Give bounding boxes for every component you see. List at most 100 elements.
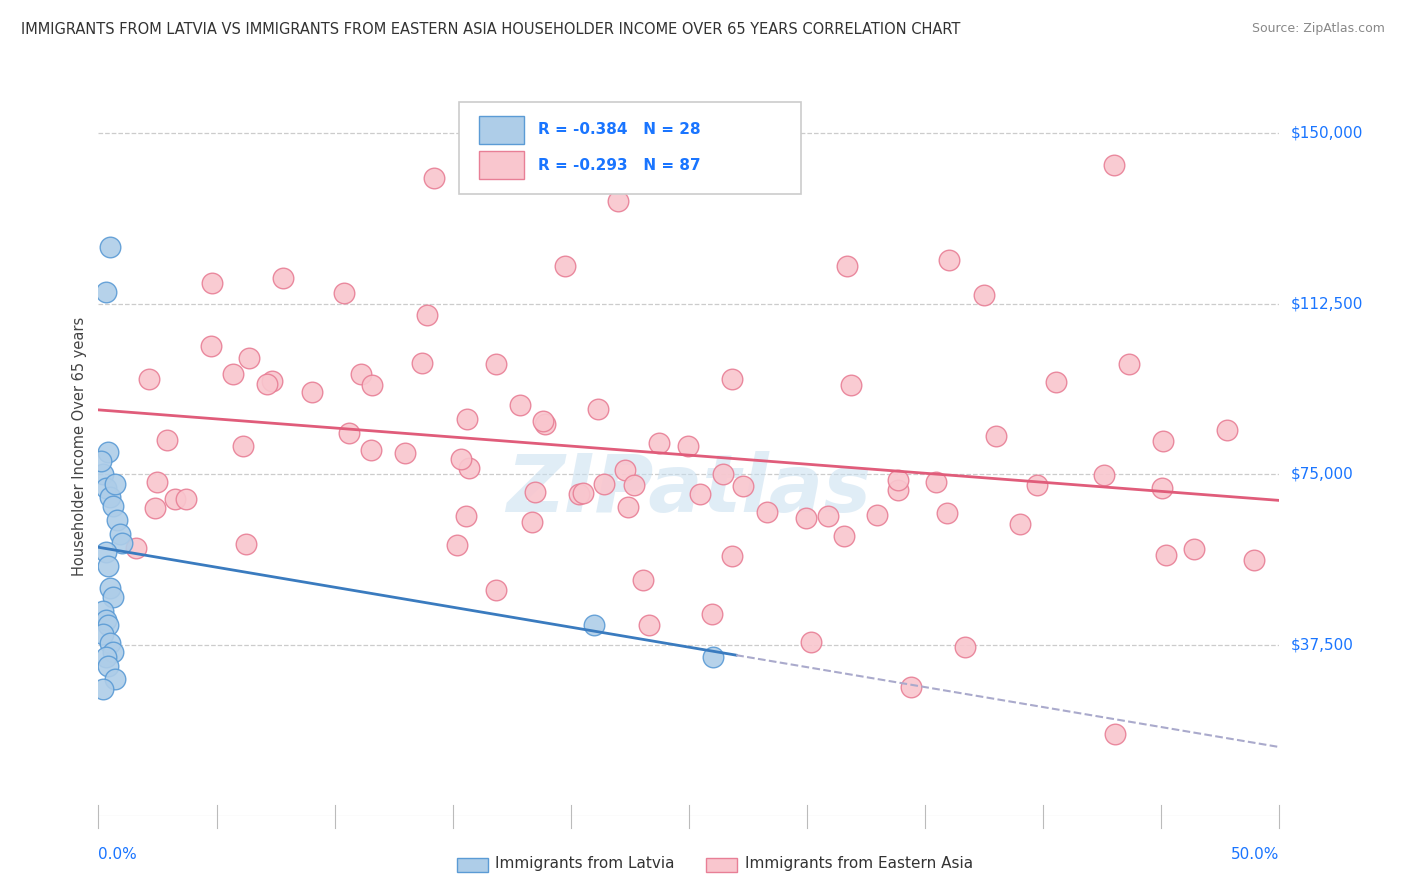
Point [721, 372, 744, 386]
Point [938, 253, 960, 268]
Point [568, 486, 591, 500]
Bar [478, 152, 523, 179]
Point [394, 445, 416, 459]
Point [98, 240, 121, 254]
Point [111, 536, 134, 550]
Point [143, 501, 166, 516]
Point [886, 483, 908, 497]
Point [986, 429, 1008, 443]
Point [416, 308, 439, 322]
Point [1104, 727, 1126, 741]
Point [731, 479, 754, 493]
Point [411, 356, 433, 370]
Point [689, 487, 711, 501]
Point [222, 368, 245, 382]
Point [104, 673, 127, 687]
Point [1026, 478, 1049, 492]
Point [332, 285, 354, 300]
Point [638, 618, 661, 632]
Point [524, 484, 547, 499]
Text: Immigrants from Eastern Asia: Immigrants from Eastern Asia [745, 856, 973, 871]
Point [794, 510, 817, 524]
Text: Immigrants from Latvia: Immigrants from Latvia [495, 856, 675, 871]
Point [520, 515, 543, 529]
Point [232, 439, 254, 453]
Point [678, 439, 700, 453]
Point [1118, 358, 1140, 372]
Point [1008, 516, 1031, 531]
Text: 0.0%: 0.0% [98, 847, 138, 862]
Point [586, 402, 609, 417]
Point [832, 529, 855, 543]
Text: 50.0%: 50.0% [1232, 847, 1279, 862]
Point [835, 259, 858, 273]
Point [156, 434, 179, 448]
Text: $37,500: $37,500 [1291, 638, 1354, 653]
Point [866, 508, 889, 522]
Point [485, 357, 508, 371]
Point [900, 680, 922, 694]
Bar [478, 116, 523, 144]
Point [101, 645, 124, 659]
Point [1152, 434, 1174, 448]
Point [108, 526, 131, 541]
Point [163, 491, 186, 506]
Point [94, 613, 117, 627]
Point [98, 490, 121, 504]
Point [176, 491, 198, 506]
Point [456, 509, 478, 524]
Point [94, 285, 117, 300]
Point [953, 640, 976, 655]
Point [1182, 541, 1205, 556]
Point [423, 170, 446, 185]
Point [533, 417, 555, 432]
Point [97, 658, 120, 673]
Point [817, 508, 839, 523]
Point [94, 649, 117, 664]
Point [839, 378, 862, 392]
Point [350, 367, 373, 381]
Point [104, 476, 127, 491]
Point [607, 194, 630, 208]
Point [623, 478, 645, 492]
Point [800, 635, 823, 649]
Text: R = -0.293   N = 87: R = -0.293 N = 87 [537, 158, 700, 173]
Point [361, 377, 384, 392]
Text: $75,000: $75,000 [1291, 467, 1354, 482]
Point [1216, 423, 1239, 437]
Point [593, 477, 616, 491]
Point [94, 481, 117, 495]
Point [925, 475, 948, 489]
Point [101, 500, 124, 514]
Point [105, 513, 128, 527]
Point [711, 467, 734, 481]
Point [138, 372, 160, 386]
Point [446, 538, 468, 552]
Point [631, 573, 654, 587]
Point [509, 398, 531, 412]
Point [91, 627, 114, 641]
Point [98, 636, 121, 650]
Point [124, 541, 146, 555]
Point [91, 604, 114, 618]
Point [614, 463, 637, 477]
Point [256, 377, 278, 392]
Point [456, 412, 478, 426]
Point [360, 443, 382, 458]
Point [450, 452, 472, 467]
Point [583, 617, 606, 632]
Point [616, 500, 638, 514]
Text: Source: ZipAtlas.com: Source: ZipAtlas.com [1251, 22, 1385, 36]
Point [98, 582, 121, 596]
Point [262, 374, 284, 388]
Point [101, 591, 124, 605]
Point [973, 287, 995, 301]
Point [238, 351, 260, 365]
Text: IMMIGRANTS FROM LATVIA VS IMMIGRANTS FROM EASTERN ASIA HOUSEHOLDER INCOME OVER 6: IMMIGRANTS FROM LATVIA VS IMMIGRANTS FRO… [21, 22, 960, 37]
Point [457, 460, 479, 475]
Point [91, 467, 114, 482]
Point [97, 617, 120, 632]
Point [756, 505, 779, 519]
Point [1092, 467, 1115, 482]
Point [1045, 375, 1067, 389]
